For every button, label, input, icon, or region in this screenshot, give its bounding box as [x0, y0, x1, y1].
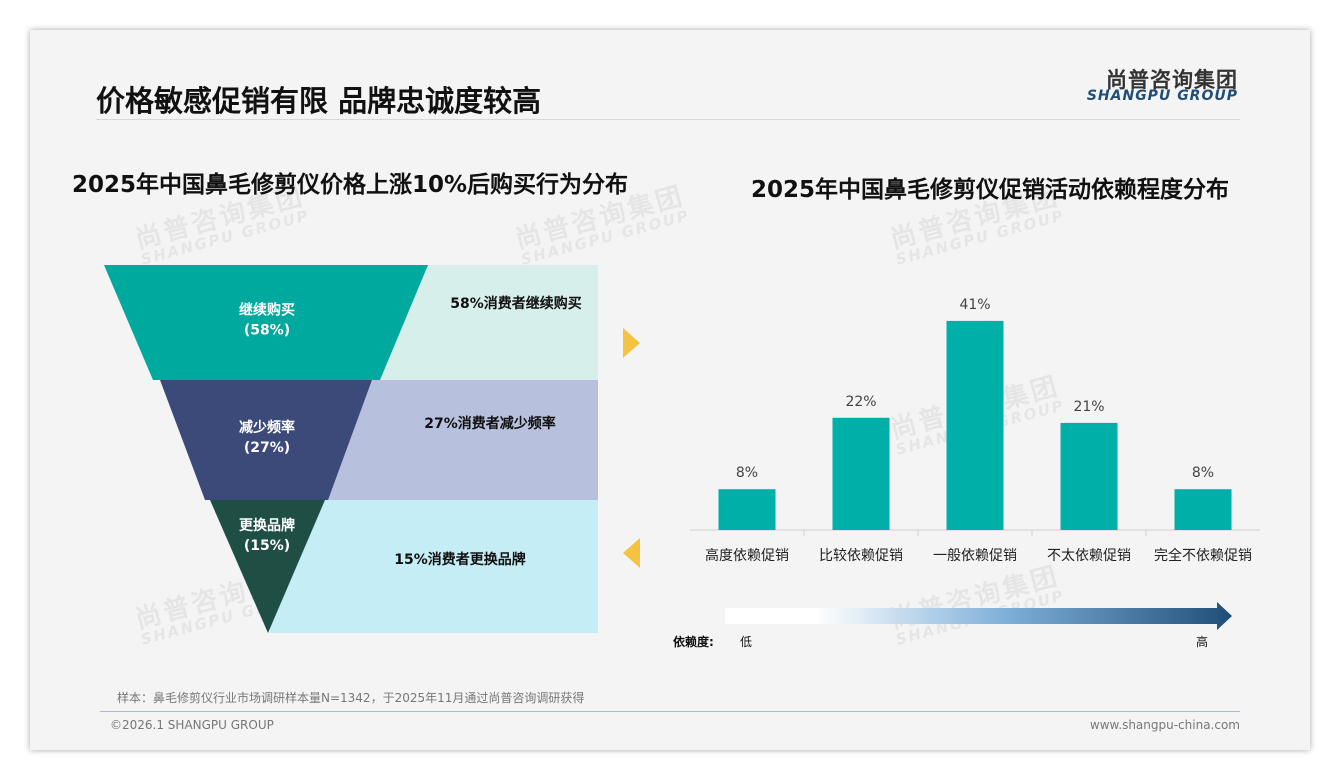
copyright: ©2026.1 SHANGPU GROUP	[110, 718, 274, 732]
funnel-note: 58%消费者继续购买	[450, 295, 582, 312]
x-tick-label: 不太依赖促销	[1047, 548, 1131, 564]
funnel-stage-label: 减少频率	[239, 419, 295, 436]
x-tick-label: 完全不依赖促销	[1154, 547, 1252, 564]
x-tick-label: 比较依赖促销	[819, 548, 903, 564]
legend-high: 高	[1196, 634, 1208, 649]
legend-label: 依赖度:	[673, 634, 714, 649]
bar	[946, 320, 1004, 530]
funnel-band	[270, 500, 598, 633]
funnel-stage	[104, 265, 428, 380]
bar	[718, 489, 776, 530]
funnel-stage-label: 继续购买	[239, 302, 295, 319]
funnel-chart-title: 2025年中国鼻毛修剪仪价格上涨10%后购买行为分布	[71, 172, 629, 198]
funnel-stage-value: (27%)	[244, 440, 290, 456]
bar	[1060, 422, 1118, 530]
logo-en: SHANGPU GROUP	[1086, 88, 1238, 104]
logo-cn: 尚普咨询集团	[1106, 68, 1238, 92]
bar	[832, 417, 890, 530]
funnel-note: 15%消费者更换品牌	[394, 551, 526, 568]
bar-data-label: 8%	[1192, 465, 1214, 481]
bar-data-label: 22%	[845, 394, 876, 410]
bar-data-label: 21%	[1073, 399, 1104, 415]
page-title: 价格敏感促销有限 品牌忠诚度较高	[96, 84, 542, 118]
funnel-stage-value: (15%)	[244, 538, 290, 554]
funnel-note: 27%消费者减少频率	[424, 415, 556, 432]
x-tick-label: 一般依赖促销	[933, 548, 1017, 564]
sample-note: 样本：鼻毛修剪仪行业市场调研样本量N=1342，于2025年11月通过尚普咨询调…	[117, 691, 585, 705]
x-tick-label: 高度依赖促销	[705, 547, 789, 564]
funnel-stage	[160, 380, 372, 500]
header-divider	[96, 119, 1240, 120]
arrow-right-icon	[623, 328, 640, 358]
funnel-stage-label: 更换品牌	[239, 517, 295, 534]
slide: 尚普咨询集团 SHANGPU GROUP 尚普咨询集团 SHANGPU GROUP …	[30, 30, 1310, 750]
bar-chart-title: 2025年中国鼻毛修剪仪促销活动依赖程度分布	[750, 177, 1229, 203]
dependency-gradient-arrow	[725, 602, 1232, 630]
legend-low: 低	[740, 635, 752, 649]
bar-data-label: 8%	[736, 465, 758, 481]
funnel-stage	[210, 500, 325, 633]
bar-data-label: 41%	[959, 297, 990, 313]
footer-divider	[100, 711, 1240, 712]
arrow-left-icon	[623, 538, 640, 568]
website: www.shangpu-china.com	[1089, 718, 1240, 732]
funnel-stage-value: (58%)	[244, 323, 290, 339]
bar	[1174, 489, 1232, 530]
